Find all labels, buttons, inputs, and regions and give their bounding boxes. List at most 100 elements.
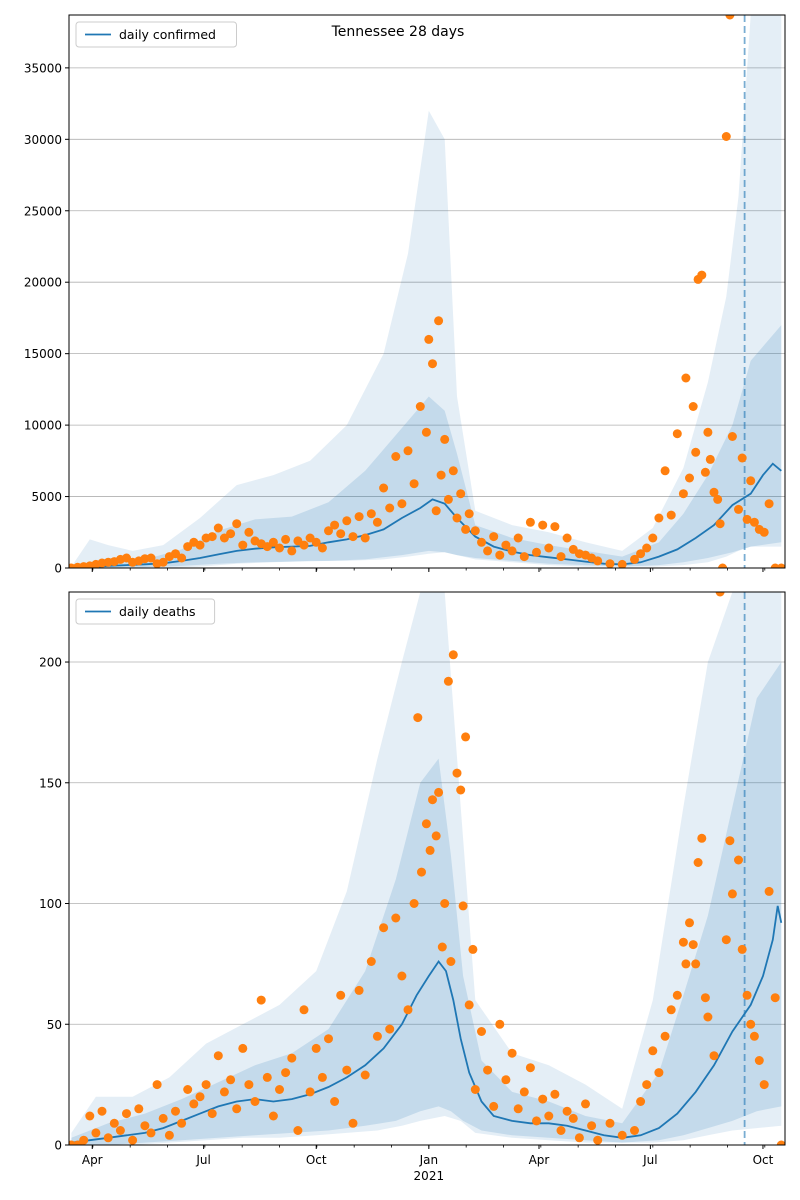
observed-point-18 <box>177 1118 187 1128</box>
observed-point-71 <box>470 526 480 536</box>
observed-point-23 <box>207 1109 217 1119</box>
observed-point-109 <box>700 467 710 477</box>
observed-point-89 <box>556 1126 566 1135</box>
observed-point-8 <box>115 1126 125 1135</box>
series-line-daily-confirmed <box>71 462 782 568</box>
observed-point-82 <box>513 1104 523 1114</box>
observed-point-37 <box>293 1126 303 1135</box>
observed-point-6 <box>103 1133 113 1143</box>
observed-point-42 <box>324 1034 333 1044</box>
observed-point-23 <box>207 532 217 542</box>
observed-point-41 <box>317 1072 327 1082</box>
observed-point-40 <box>311 537 321 547</box>
observed-point-38 <box>299 1005 309 1015</box>
observed-point-68 <box>456 489 466 499</box>
observed-point-62 <box>431 831 441 841</box>
legend-box <box>75 21 237 48</box>
observed-point-69 <box>452 768 462 778</box>
uncertainty-band-inner <box>71 662 782 1145</box>
observed-point-58 <box>421 427 431 437</box>
observed-point-106 <box>691 447 701 457</box>
observed-point-85 <box>532 1116 541 1126</box>
observed-point-13 <box>146 1128 156 1138</box>
observed-point-34 <box>275 543 284 553</box>
x-year-label: 2021 <box>414 1169 445 1183</box>
observed-point-70 <box>464 509 474 519</box>
observed-point-88 <box>550 1089 560 1099</box>
observed-point-11 <box>134 1104 144 1114</box>
observed-point-117 <box>725 15 735 20</box>
observed-point-2 <box>79 1135 89 1145</box>
observed-point-121 <box>737 944 747 954</box>
observed-point-129 <box>776 1140 785 1145</box>
observed-point-98 <box>630 1126 639 1135</box>
observed-point-111 <box>693 858 703 867</box>
observed-point-24 <box>213 1051 223 1061</box>
observed-point-76 <box>477 1027 486 1036</box>
observed-point-35 <box>281 1068 291 1078</box>
observed-point-29 <box>244 1080 254 1090</box>
observed-point-126 <box>764 499 774 509</box>
observed-point-67 <box>452 513 462 523</box>
x-tick-label-4: Apr <box>529 1153 550 1167</box>
y-tick-label-4: 20000 <box>24 276 62 290</box>
observed-point-36 <box>287 546 297 556</box>
observed-point-49 <box>366 957 376 966</box>
observed-point-120 <box>734 855 743 865</box>
observed-point-43 <box>330 520 340 530</box>
observed-point-48 <box>360 1070 370 1080</box>
observed-point-127 <box>764 886 774 896</box>
observed-point-44 <box>336 990 346 1000</box>
observed-point-27 <box>232 1104 242 1114</box>
observed-point-63 <box>436 470 446 480</box>
observed-point-25 <box>219 1087 229 1097</box>
observed-point-77 <box>507 546 517 556</box>
observed-point-16 <box>164 1130 174 1140</box>
observed-point-112 <box>709 487 719 497</box>
legend: daily deaths <box>75 598 216 625</box>
observed-point-54 <box>397 971 407 981</box>
observed-point-105 <box>672 990 682 1000</box>
observed-point-87 <box>544 1111 554 1121</box>
observed-point-39 <box>305 1087 315 1097</box>
observed-point-80 <box>501 1075 511 1085</box>
observed-point-94 <box>587 1121 597 1131</box>
legend-box <box>75 598 216 625</box>
observed-point-114 <box>715 519 725 529</box>
observed-point-119 <box>734 504 743 514</box>
observed-point-35 <box>281 534 291 544</box>
observed-point-105 <box>688 402 698 411</box>
observed-point-13 <box>146 553 156 563</box>
observed-point-46 <box>348 532 358 542</box>
observed-point-45 <box>342 1065 352 1075</box>
observed-point-110 <box>691 959 701 969</box>
observed-point-97 <box>648 533 658 543</box>
y-tick-label-6: 30000 <box>24 133 62 147</box>
observed-point-124 <box>749 1031 759 1041</box>
observed-point-98 <box>654 513 664 523</box>
observed-point-104 <box>685 473 694 483</box>
observed-point-84 <box>550 522 560 532</box>
observed-point-48 <box>360 533 370 543</box>
observed-point-96 <box>605 1118 615 1128</box>
observed-point-115 <box>709 1051 719 1061</box>
observed-point-15 <box>158 1113 168 1123</box>
observed-point-125 <box>754 1056 764 1065</box>
observed-point-69 <box>461 524 471 534</box>
observed-point-55 <box>403 1005 413 1015</box>
observed-point-4 <box>91 1128 101 1138</box>
observed-point-7 <box>109 1118 119 1128</box>
observed-point-97 <box>617 1130 627 1140</box>
observed-point-60 <box>425 845 435 855</box>
observed-point-95 <box>593 1135 603 1145</box>
y-tick-label-2: 10000 <box>24 419 62 433</box>
observed-point-53 <box>391 913 401 923</box>
observed-point-54 <box>397 499 407 509</box>
uncertainty-band-inner <box>71 325 782 568</box>
legend-label: daily confirmed <box>119 27 216 42</box>
observed-point-40 <box>311 1043 321 1053</box>
observed-point-62 <box>434 316 444 326</box>
x-tick-label-0: Apr <box>82 1153 103 1167</box>
observed-point-84 <box>525 1063 535 1073</box>
